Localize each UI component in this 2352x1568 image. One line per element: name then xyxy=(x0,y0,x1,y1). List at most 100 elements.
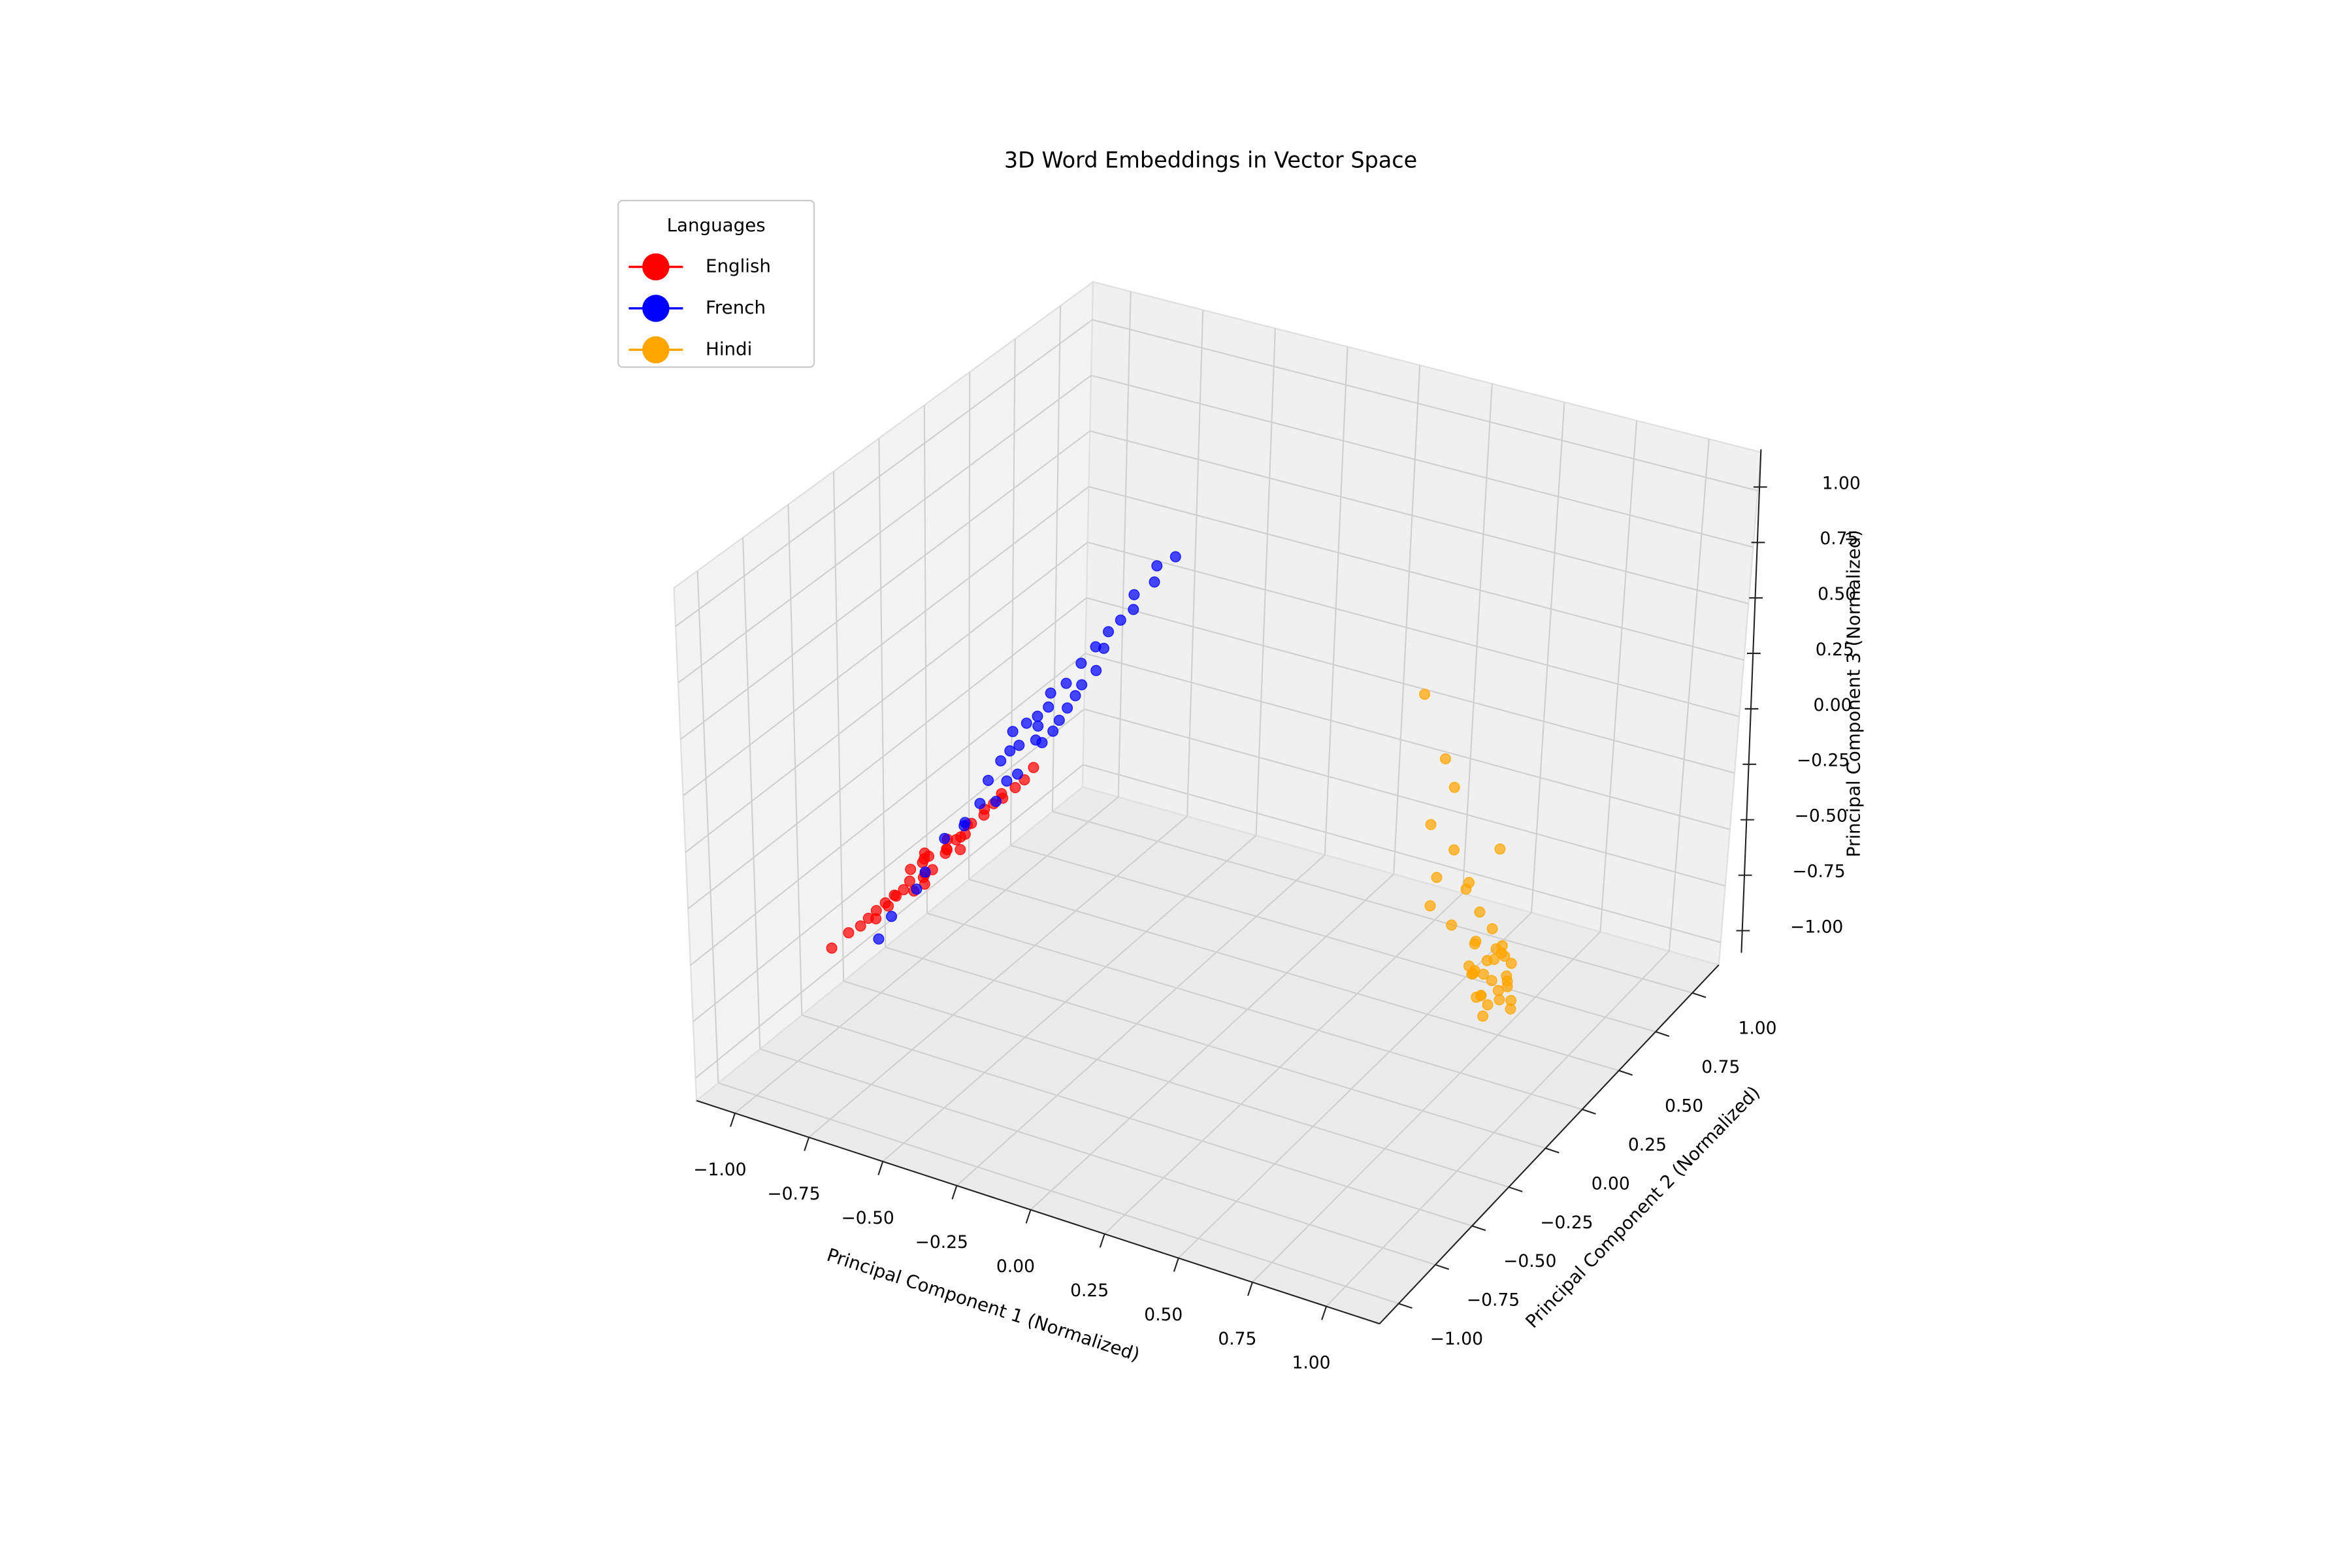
x-tick-label: 0.50 xyxy=(1144,1305,1183,1325)
grid-line xyxy=(956,854,1326,1186)
point xyxy=(905,864,917,875)
grid-line xyxy=(1186,310,1204,817)
point xyxy=(1494,843,1506,855)
point xyxy=(1486,975,1497,987)
point xyxy=(890,890,902,902)
y-tick-label: 0.75 xyxy=(1701,1057,1740,1077)
grid-line xyxy=(968,372,971,879)
point xyxy=(1036,737,1048,749)
point xyxy=(1475,989,1487,1002)
point xyxy=(1151,560,1163,572)
point xyxy=(826,942,838,954)
point xyxy=(1098,642,1110,654)
point xyxy=(1004,745,1016,757)
tick-mark xyxy=(1321,1306,1328,1320)
y-tick-label: 1.00 xyxy=(1738,1019,1776,1039)
grid-line xyxy=(742,537,761,1049)
point xyxy=(1103,626,1115,638)
point xyxy=(1053,714,1065,727)
z-tick-label: 0.75 xyxy=(1820,529,1858,549)
z-tick-label: −0.75 xyxy=(1792,862,1845,882)
x-tick-label: 0.25 xyxy=(1070,1281,1109,1301)
point xyxy=(1075,657,1087,669)
grid-line xyxy=(787,504,803,1015)
legend-box xyxy=(617,199,815,368)
tick-mark xyxy=(951,1185,958,1200)
legend-label: English xyxy=(706,255,771,276)
point xyxy=(1446,919,1458,931)
y-tick-label: −1.00 xyxy=(1430,1329,1483,1349)
point xyxy=(898,884,909,896)
grid-line xyxy=(1255,328,1276,836)
point xyxy=(1007,726,1019,738)
point xyxy=(1477,1010,1489,1022)
grid-line xyxy=(801,1014,1473,1227)
point xyxy=(1431,872,1443,883)
grid-line xyxy=(1117,291,1132,797)
point xyxy=(843,927,855,939)
grid-line xyxy=(1252,931,1601,1283)
legend-marker xyxy=(642,295,670,322)
grid-line xyxy=(680,430,1090,740)
grid-line xyxy=(693,708,1085,1022)
grid-line xyxy=(678,374,1092,684)
grid-line xyxy=(675,319,1093,627)
point xyxy=(1060,678,1072,689)
tick-mark xyxy=(1099,1233,1105,1248)
grid-line xyxy=(885,946,1546,1149)
tick-mark xyxy=(1471,1225,1486,1232)
grid-line xyxy=(1393,365,1421,874)
point xyxy=(1486,923,1498,935)
point xyxy=(1470,936,1482,947)
y-tick-label: 0.00 xyxy=(1592,1173,1630,1194)
grid-line xyxy=(1324,346,1348,855)
legend-label: French xyxy=(706,297,766,318)
grid-line xyxy=(1090,430,1749,604)
grid-line xyxy=(685,542,1088,853)
point xyxy=(1169,551,1181,563)
point xyxy=(873,933,885,945)
x-tick-label: −0.25 xyxy=(915,1232,968,1252)
point xyxy=(1482,999,1494,1011)
tick-mark xyxy=(804,1137,810,1151)
point xyxy=(904,875,915,887)
grid-line xyxy=(1083,764,1721,943)
point xyxy=(1045,687,1056,699)
point xyxy=(1448,844,1460,856)
grid-line xyxy=(682,486,1090,796)
point xyxy=(1090,664,1102,676)
point xyxy=(1028,762,1039,774)
point xyxy=(1505,958,1517,970)
z-tick-label: −0.25 xyxy=(1797,751,1850,771)
z-tick-label: −1.00 xyxy=(1790,917,1843,937)
grid-line xyxy=(1092,319,1758,492)
y-tick-label: 0.25 xyxy=(1628,1135,1667,1155)
point xyxy=(883,900,894,912)
point xyxy=(1481,955,1493,966)
tick-mark xyxy=(1582,1109,1596,1115)
point xyxy=(1478,968,1490,980)
point xyxy=(1043,701,1054,713)
z-tick-label: 0.00 xyxy=(1813,695,1852,715)
x-tick-label: −0.75 xyxy=(767,1184,820,1204)
x-axis-line xyxy=(696,1100,1380,1325)
grid-line xyxy=(1088,485,1744,661)
tick-mark xyxy=(877,1161,884,1175)
grid-line xyxy=(1087,541,1740,717)
z-tick-label: 1.00 xyxy=(1822,473,1861,493)
y-tick-label: −0.75 xyxy=(1467,1290,1520,1311)
grid-line xyxy=(882,835,1257,1162)
grid-line xyxy=(878,438,887,947)
point xyxy=(1463,877,1475,889)
grid-line xyxy=(696,570,719,1083)
x-tick-label: −1.00 xyxy=(693,1160,746,1180)
tick-mark xyxy=(1655,1031,1670,1037)
tick-mark xyxy=(1618,1070,1633,1076)
grid-line xyxy=(1085,653,1731,830)
z-tick-label: −0.50 xyxy=(1795,806,1848,826)
point xyxy=(1425,819,1437,830)
points xyxy=(826,551,1517,1022)
grid-line xyxy=(926,912,1583,1111)
z-axis-line xyxy=(1740,449,1762,953)
z-tick-label: 0.25 xyxy=(1816,640,1854,660)
